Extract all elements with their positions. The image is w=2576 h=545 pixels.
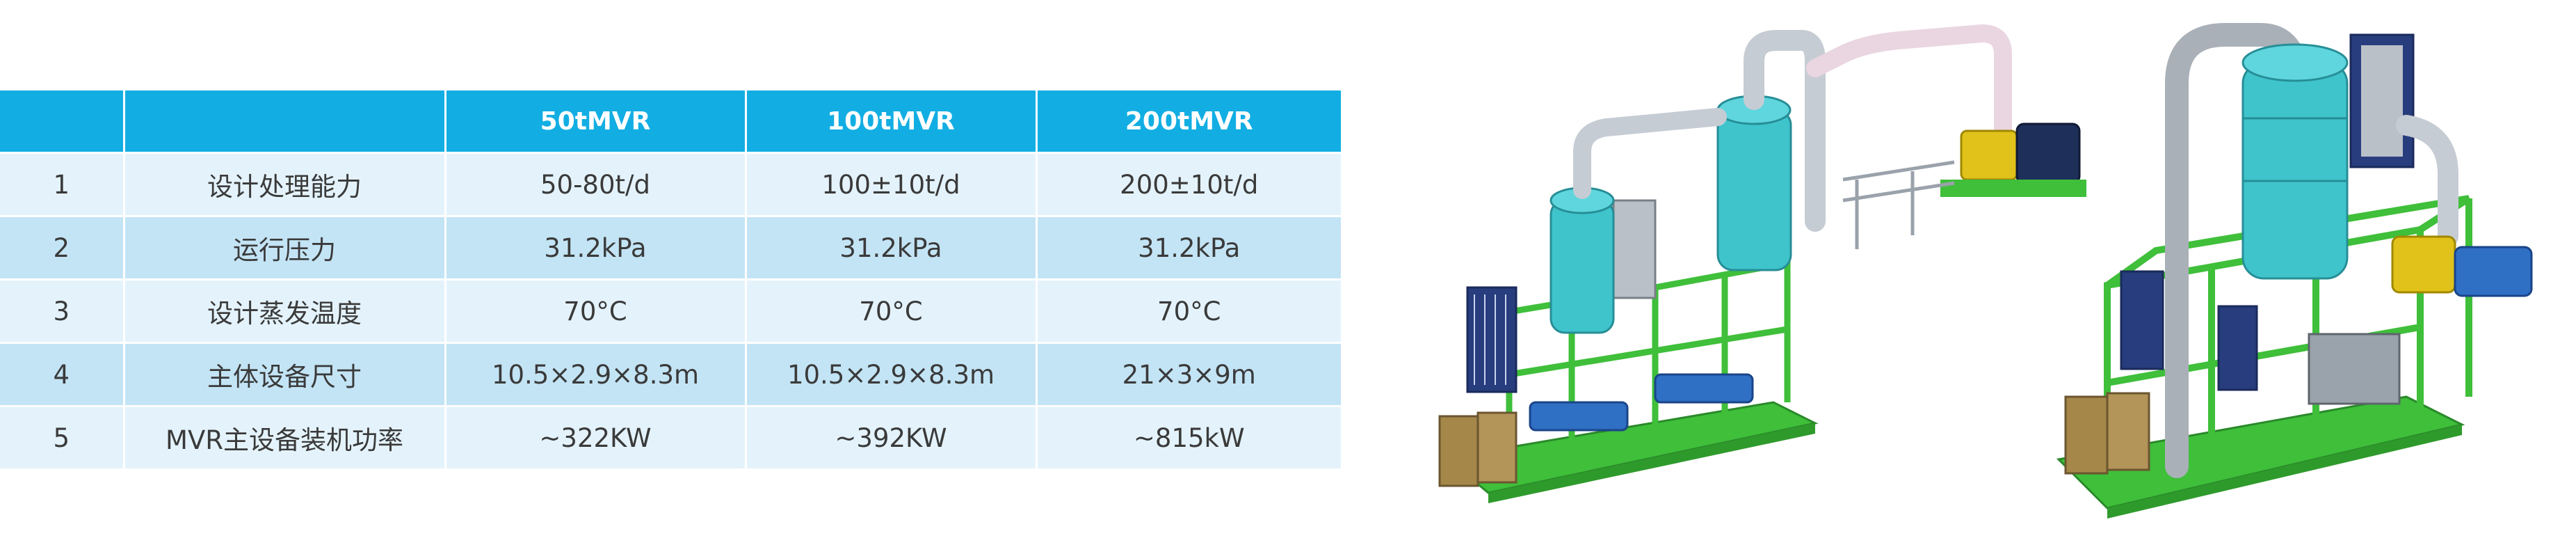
value-50t: 31.2kPa xyxy=(445,215,747,280)
value-100t: 31.2kPa xyxy=(746,215,1038,280)
header-row: 50tMVR 100tMVR 200tMVR xyxy=(0,90,1341,153)
value-200t: 31.2kPa xyxy=(1036,215,1341,280)
value-200t: ~815kW xyxy=(1036,405,1341,468)
spec-table: 50tMVR 100tMVR 200tMVR 1 设计处理能力 50-80t/d… xyxy=(0,90,1341,468)
mvr-equipment-single-tower-image xyxy=(2056,23,2533,519)
row-item: MVR主设备装机功率 xyxy=(124,405,446,468)
value-50t: 70°C xyxy=(445,278,747,343)
header-item xyxy=(124,90,446,153)
value-100t: 70°C xyxy=(746,278,1038,343)
table-row: 2 运行压力 31.2kPa 31.2kPa 31.2kPa xyxy=(0,215,1341,280)
header-200t: 200tMVR xyxy=(1036,90,1341,153)
header-no xyxy=(0,90,125,153)
row-number: 5 xyxy=(0,405,125,468)
value-50t: 50-80t/d xyxy=(445,152,747,216)
value-100t: 100±10t/d xyxy=(746,152,1038,216)
value-200t: 70°C xyxy=(1036,278,1341,343)
header-100t: 100tMVR xyxy=(746,90,1038,153)
value-200t: 21×3×9m xyxy=(1036,342,1341,406)
value-50t: 10.5×2.9×8.3m xyxy=(445,342,747,406)
table-row: 5 MVR主设备装机功率 ~322KW ~392KW ~815kW xyxy=(0,405,1341,468)
row-number: 3 xyxy=(0,278,125,343)
table-row: 4 主体设备尺寸 10.5×2.9×8.3m 10.5×2.9×8.3m 21×… xyxy=(0,342,1341,406)
row-item: 设计蒸发温度 xyxy=(124,278,446,343)
row-number: 2 xyxy=(0,215,125,280)
tower-left xyxy=(1549,187,1615,334)
row-number: 1 xyxy=(0,152,125,216)
value-200t: 200±10t/d xyxy=(1036,152,1341,216)
row-number: 4 xyxy=(0,342,125,406)
value-100t: ~392KW xyxy=(746,405,1038,468)
row-item: 主体设备尺寸 xyxy=(124,342,446,406)
header-50t: 50tMVR xyxy=(445,90,747,153)
row-item: 设计处理能力 xyxy=(124,152,446,216)
value-50t: ~322KW xyxy=(445,405,747,468)
row-item: 运行压力 xyxy=(124,215,446,280)
table-row: 1 设计处理能力 50-80t/d 100±10t/d 200±10t/d xyxy=(0,152,1341,216)
value-100t: 10.5×2.9×8.3m xyxy=(746,342,1038,406)
mvr-equipment-two-tower-image xyxy=(1438,24,2086,503)
table-row: 3 设计蒸发温度 70°C 70°C 70°C xyxy=(0,278,1341,343)
